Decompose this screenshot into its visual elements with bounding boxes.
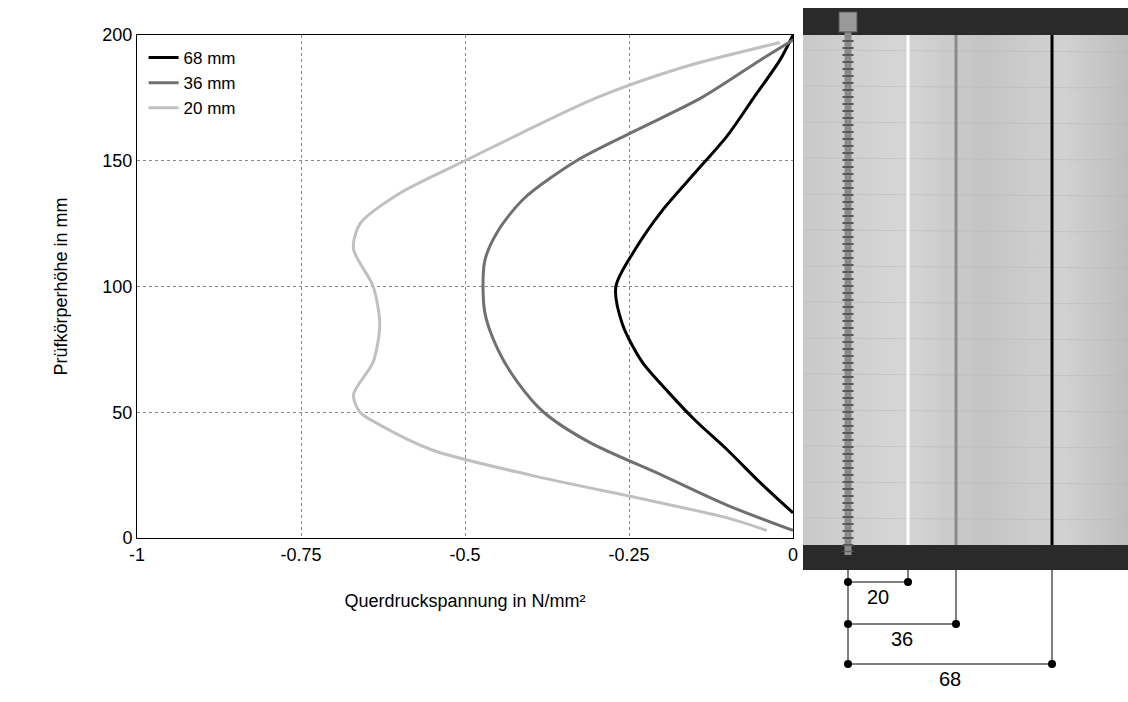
svg-text:-0.75: -0.75 [280, 545, 321, 565]
svg-text:-1: -1 [129, 545, 145, 565]
svg-text:68: 68 [939, 668, 961, 690]
svg-text:50: 50 [112, 403, 132, 423]
svg-text:100: 100 [102, 277, 132, 297]
svg-text:Prüfkörperhöhe in mm: Prüfkörperhöhe in mm [51, 197, 71, 375]
svg-text:0: 0 [122, 528, 132, 548]
svg-text:20 mm: 20 mm [184, 99, 236, 118]
svg-text:150: 150 [102, 151, 132, 171]
svg-text:36: 36 [891, 628, 913, 650]
svg-text:200: 200 [102, 25, 132, 45]
svg-text:Querdruckspannung in N/mm²: Querdruckspannung in N/mm² [344, 591, 585, 611]
svg-text:68 mm: 68 mm [184, 49, 236, 68]
svg-text:-0.25: -0.25 [608, 545, 649, 565]
svg-text:36 mm: 36 mm [184, 74, 236, 93]
svg-text:-0.5: -0.5 [449, 545, 480, 565]
svg-text:20: 20 [867, 586, 889, 608]
svg-text:0: 0 [788, 545, 798, 565]
